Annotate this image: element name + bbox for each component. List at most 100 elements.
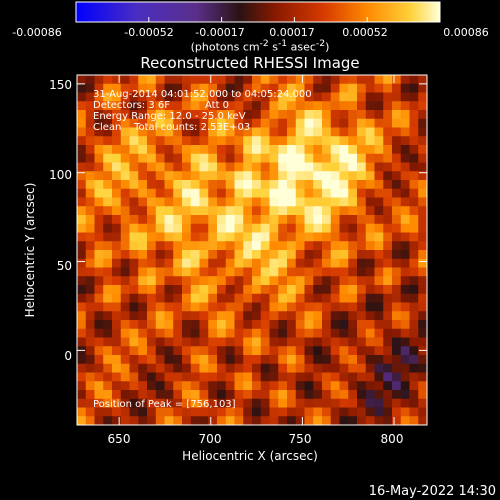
heatmap-cell bbox=[112, 153, 122, 164]
heatmap-cell bbox=[252, 363, 262, 374]
heatmap-cell bbox=[138, 250, 148, 260]
heatmap-cell bbox=[155, 337, 166, 347]
heatmap-cell bbox=[182, 75, 192, 85]
heatmap-cell bbox=[103, 188, 113, 199]
heatmap-cell bbox=[182, 241, 192, 251]
heatmap-cell bbox=[322, 75, 332, 85]
heatmap-cell bbox=[225, 206, 236, 216]
heatmap-cell bbox=[260, 241, 271, 251]
heatmap-cell bbox=[173, 416, 183, 425]
heatmap-cell bbox=[295, 267, 306, 277]
heatmap-cell bbox=[278, 223, 288, 234]
heatmap-cell bbox=[103, 276, 113, 286]
colorbar bbox=[75, 1, 441, 23]
heatmap-cell bbox=[278, 101, 288, 111]
heatmap-cell bbox=[85, 390, 96, 400]
heatmap-cell bbox=[339, 320, 349, 330]
heatmap-cell bbox=[313, 293, 323, 304]
heatmap-cell bbox=[339, 206, 349, 216]
heatmap-cell bbox=[322, 127, 332, 137]
heatmap-cell bbox=[85, 267, 96, 277]
heatmap-cell bbox=[278, 407, 288, 417]
heatmap-cell bbox=[339, 328, 349, 339]
heatmap-cell bbox=[260, 118, 271, 129]
heatmap-cell bbox=[348, 75, 358, 85]
heatmap-cell bbox=[304, 127, 314, 137]
heatmap-cell bbox=[199, 83, 209, 94]
heatmap-cell bbox=[243, 197, 253, 207]
heatmap-cell bbox=[322, 258, 332, 269]
heatmap-cell bbox=[129, 355, 139, 365]
heatmap-cell bbox=[295, 355, 306, 365]
heatmap-cell bbox=[365, 302, 376, 312]
heatmap-cell bbox=[217, 92, 227, 102]
heatmap-cell bbox=[94, 83, 104, 94]
heatmap-cell bbox=[173, 407, 183, 417]
heatmap-cell bbox=[348, 390, 358, 400]
heatmap-cell bbox=[374, 136, 384, 146]
heatmap-cell bbox=[199, 407, 209, 417]
heatmap-cell bbox=[208, 285, 218, 295]
heatmap-cell bbox=[357, 75, 367, 85]
heatmap-cell bbox=[155, 241, 166, 251]
heatmap-cell bbox=[243, 75, 253, 85]
heatmap-cell bbox=[260, 145, 271, 155]
heatmap-cell bbox=[112, 118, 122, 129]
heatmap-cell bbox=[357, 328, 367, 339]
heatmap-cell bbox=[208, 258, 218, 269]
heatmap-cell bbox=[260, 171, 271, 181]
heatmap-cell bbox=[278, 302, 288, 312]
heatmap-cell bbox=[269, 293, 279, 304]
heatmap-cell bbox=[234, 381, 244, 391]
heatmap-cell bbox=[269, 267, 279, 277]
heatmap-cell bbox=[225, 162, 236, 172]
heatmap-cell bbox=[322, 363, 332, 374]
heatmap-cell bbox=[392, 223, 402, 234]
heatmap-cell bbox=[155, 363, 166, 374]
heatmap-cell bbox=[129, 75, 139, 85]
heatmap-cell bbox=[313, 188, 323, 199]
heatmap-cell bbox=[295, 311, 306, 321]
heatmap-cell bbox=[295, 276, 306, 286]
heatmap-cell bbox=[164, 346, 174, 356]
heatmap-cell bbox=[147, 215, 157, 225]
heatmap-cell bbox=[287, 92, 297, 102]
heatmap-cell bbox=[365, 110, 376, 120]
heatmap-cell bbox=[217, 276, 227, 286]
heatmap-cell bbox=[234, 110, 244, 120]
heatmap-cell bbox=[234, 363, 244, 374]
heatmap-cell bbox=[295, 171, 306, 181]
heatmap-cell bbox=[94, 363, 104, 374]
heatmap-cell bbox=[234, 320, 244, 330]
heatmap-cell bbox=[418, 118, 427, 129]
heatmap-cell bbox=[260, 285, 271, 295]
heatmap-cell bbox=[155, 171, 166, 181]
heatmap-cell bbox=[409, 83, 419, 94]
heatmap-cell bbox=[147, 180, 157, 190]
heatmap-cell bbox=[234, 136, 244, 146]
heatmap-cell bbox=[94, 407, 104, 417]
heatmap-cell bbox=[365, 311, 376, 321]
heatmap-cell bbox=[418, 215, 427, 225]
heatmap-cell bbox=[365, 127, 376, 137]
heatmap-cell bbox=[243, 110, 253, 120]
heatmap-cell bbox=[138, 267, 148, 277]
heatmap-cell bbox=[365, 407, 376, 417]
heatmap-cell bbox=[252, 162, 262, 172]
heatmap-cell bbox=[182, 390, 192, 400]
heatmap-cell bbox=[260, 127, 271, 137]
heatmap-cell bbox=[190, 171, 201, 181]
heatmap-cell bbox=[155, 145, 166, 155]
heatmap-cell bbox=[287, 188, 297, 199]
heatmap-cell bbox=[269, 372, 279, 382]
heatmap-cell bbox=[260, 136, 271, 146]
heatmap-cell bbox=[155, 206, 166, 216]
heatmap-cell bbox=[199, 118, 209, 129]
heatmap-cell bbox=[330, 407, 341, 417]
heatmap-cell bbox=[182, 258, 192, 269]
heatmap-cell bbox=[85, 363, 96, 374]
heatmap-cell bbox=[120, 83, 131, 94]
heatmap-cell bbox=[155, 311, 166, 321]
heatmap-cell bbox=[409, 276, 419, 286]
heatmap-cell bbox=[147, 337, 157, 347]
